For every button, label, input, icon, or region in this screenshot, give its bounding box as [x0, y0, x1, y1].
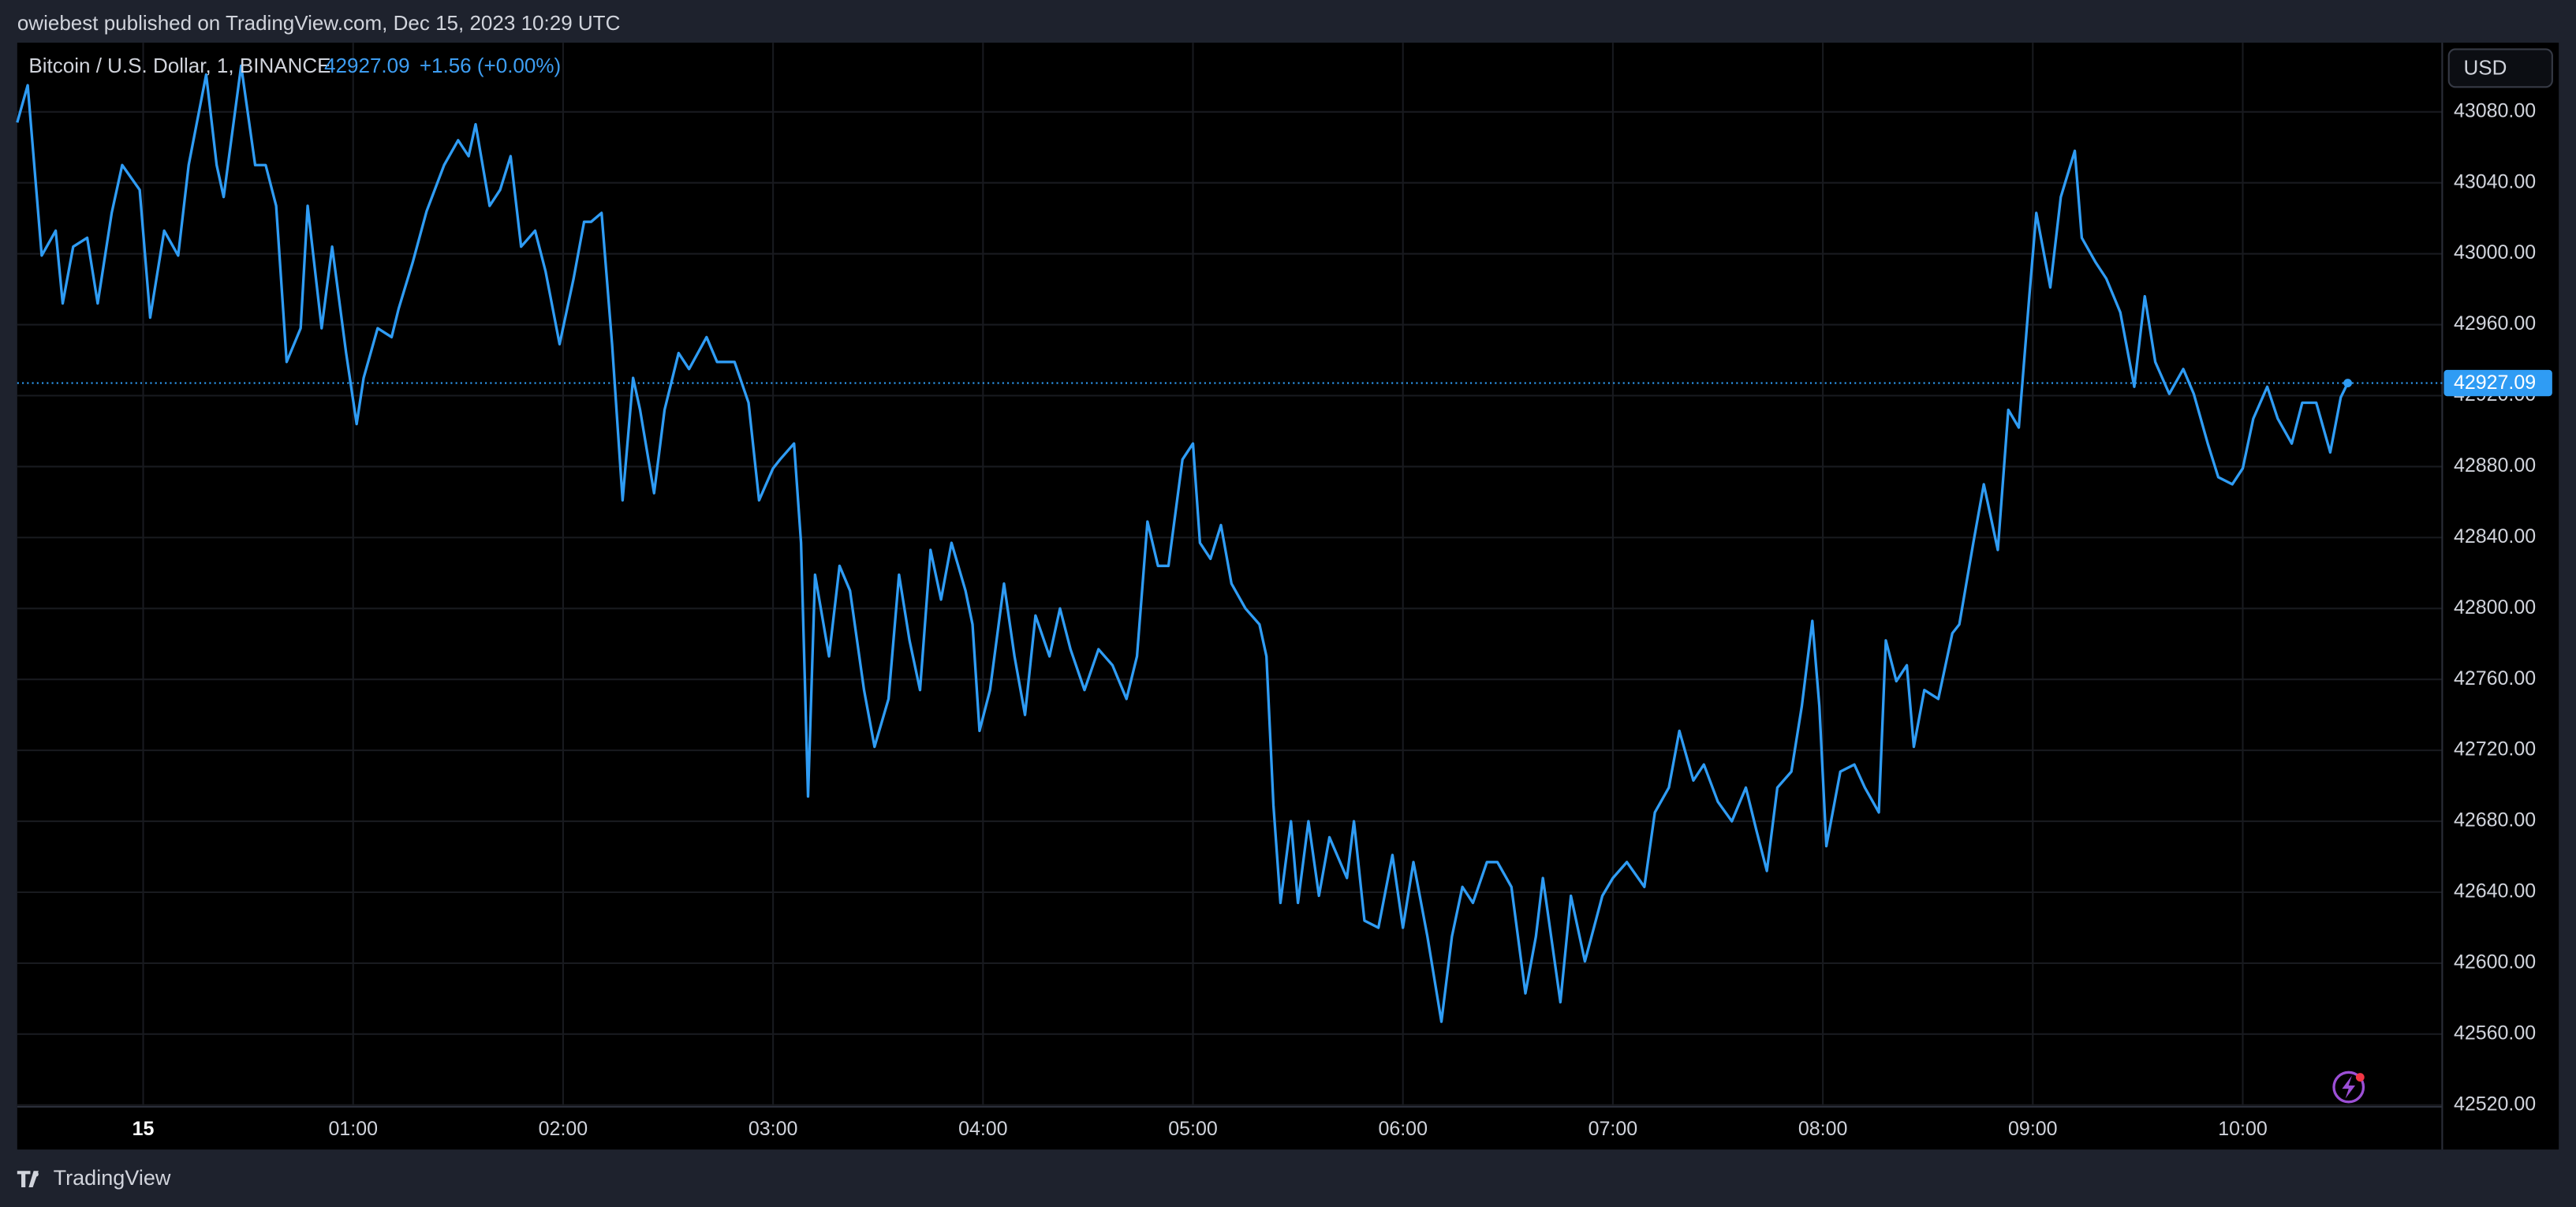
y-tick-label: 42680.00	[2454, 809, 2536, 831]
x-tick-label: 06:00	[1378, 1118, 1427, 1140]
icon-bolt[interactable]	[2342, 1075, 2356, 1099]
y-tick-label: 42520.00	[2454, 1093, 2536, 1115]
x-tick-label: 10:00	[2218, 1118, 2267, 1140]
x-tick-label: 01:00	[328, 1118, 377, 1140]
y-tick-label: 42640.00	[2454, 880, 2536, 902]
x-tick-label: 03:00	[749, 1118, 797, 1140]
legend-change: +1.56 (+0.00%)	[420, 54, 561, 77]
x-tick-label: 08:00	[1798, 1118, 1847, 1140]
publish-header: owiebest published on TradingView.com, D…	[17, 11, 621, 35]
last-point	[2343, 379, 2353, 387]
y-tick-label: 42880.00	[2454, 454, 2536, 476]
currency-label[interactable]: USD	[2463, 55, 2507, 79]
chart-pane	[17, 43, 2559, 1150]
y-tick-label: 43080.00	[2454, 99, 2536, 121]
icon-ring[interactable]	[2332, 1071, 2365, 1104]
last-price-label: 42927.09	[2454, 372, 2536, 394]
last-price-tag	[2443, 369, 2552, 397]
symbol-title: Bitcoin / U.S. Dollar, 1, BINANCE	[28, 54, 330, 77]
lightning-icon[interactable]	[2332, 1071, 2365, 1104]
y-tick-label: 42560.00	[2454, 1022, 2536, 1044]
footer-logo	[17, 1171, 39, 1188]
y-tick-label: 42960.00	[2454, 312, 2536, 334]
y-tick-label: 43000.00	[2454, 241, 2536, 263]
price-line	[16, 64, 2350, 1023]
plot	[16, 64, 2443, 1023]
y-tick-label: 42600.00	[2454, 951, 2536, 973]
logo-dot	[33, 1172, 39, 1177]
grid	[17, 43, 2443, 1108]
x-tick-label: 15	[133, 1118, 155, 1140]
x-tick-label: 09:00	[2008, 1118, 2057, 1140]
y-tick-label: 42800.00	[2454, 596, 2536, 618]
x-tick-label: 05:00	[1168, 1118, 1217, 1140]
y-tick-label: 42720.00	[2454, 738, 2536, 760]
currency-button[interactable]	[2447, 48, 2553, 88]
x-tick-label: 04:00	[958, 1118, 1007, 1140]
icon-badge[interactable]	[2355, 1073, 2365, 1082]
y-tick-label: 43040.00	[2454, 170, 2536, 192]
x-tick-label: 02:00	[539, 1118, 588, 1140]
footer-brand: TradingView	[54, 1166, 171, 1190]
legend-price: 42927.09	[324, 54, 410, 77]
x-tick-label: 07:00	[1589, 1118, 1637, 1140]
y-tick-label: 42760.00	[2454, 667, 2536, 689]
logo-mark	[17, 1171, 39, 1188]
y-tick-label: 42840.00	[2454, 525, 2536, 547]
axes: 42520.00 42560.00 42600.00 42640.00 42680.00…	[133, 99, 2552, 1140]
